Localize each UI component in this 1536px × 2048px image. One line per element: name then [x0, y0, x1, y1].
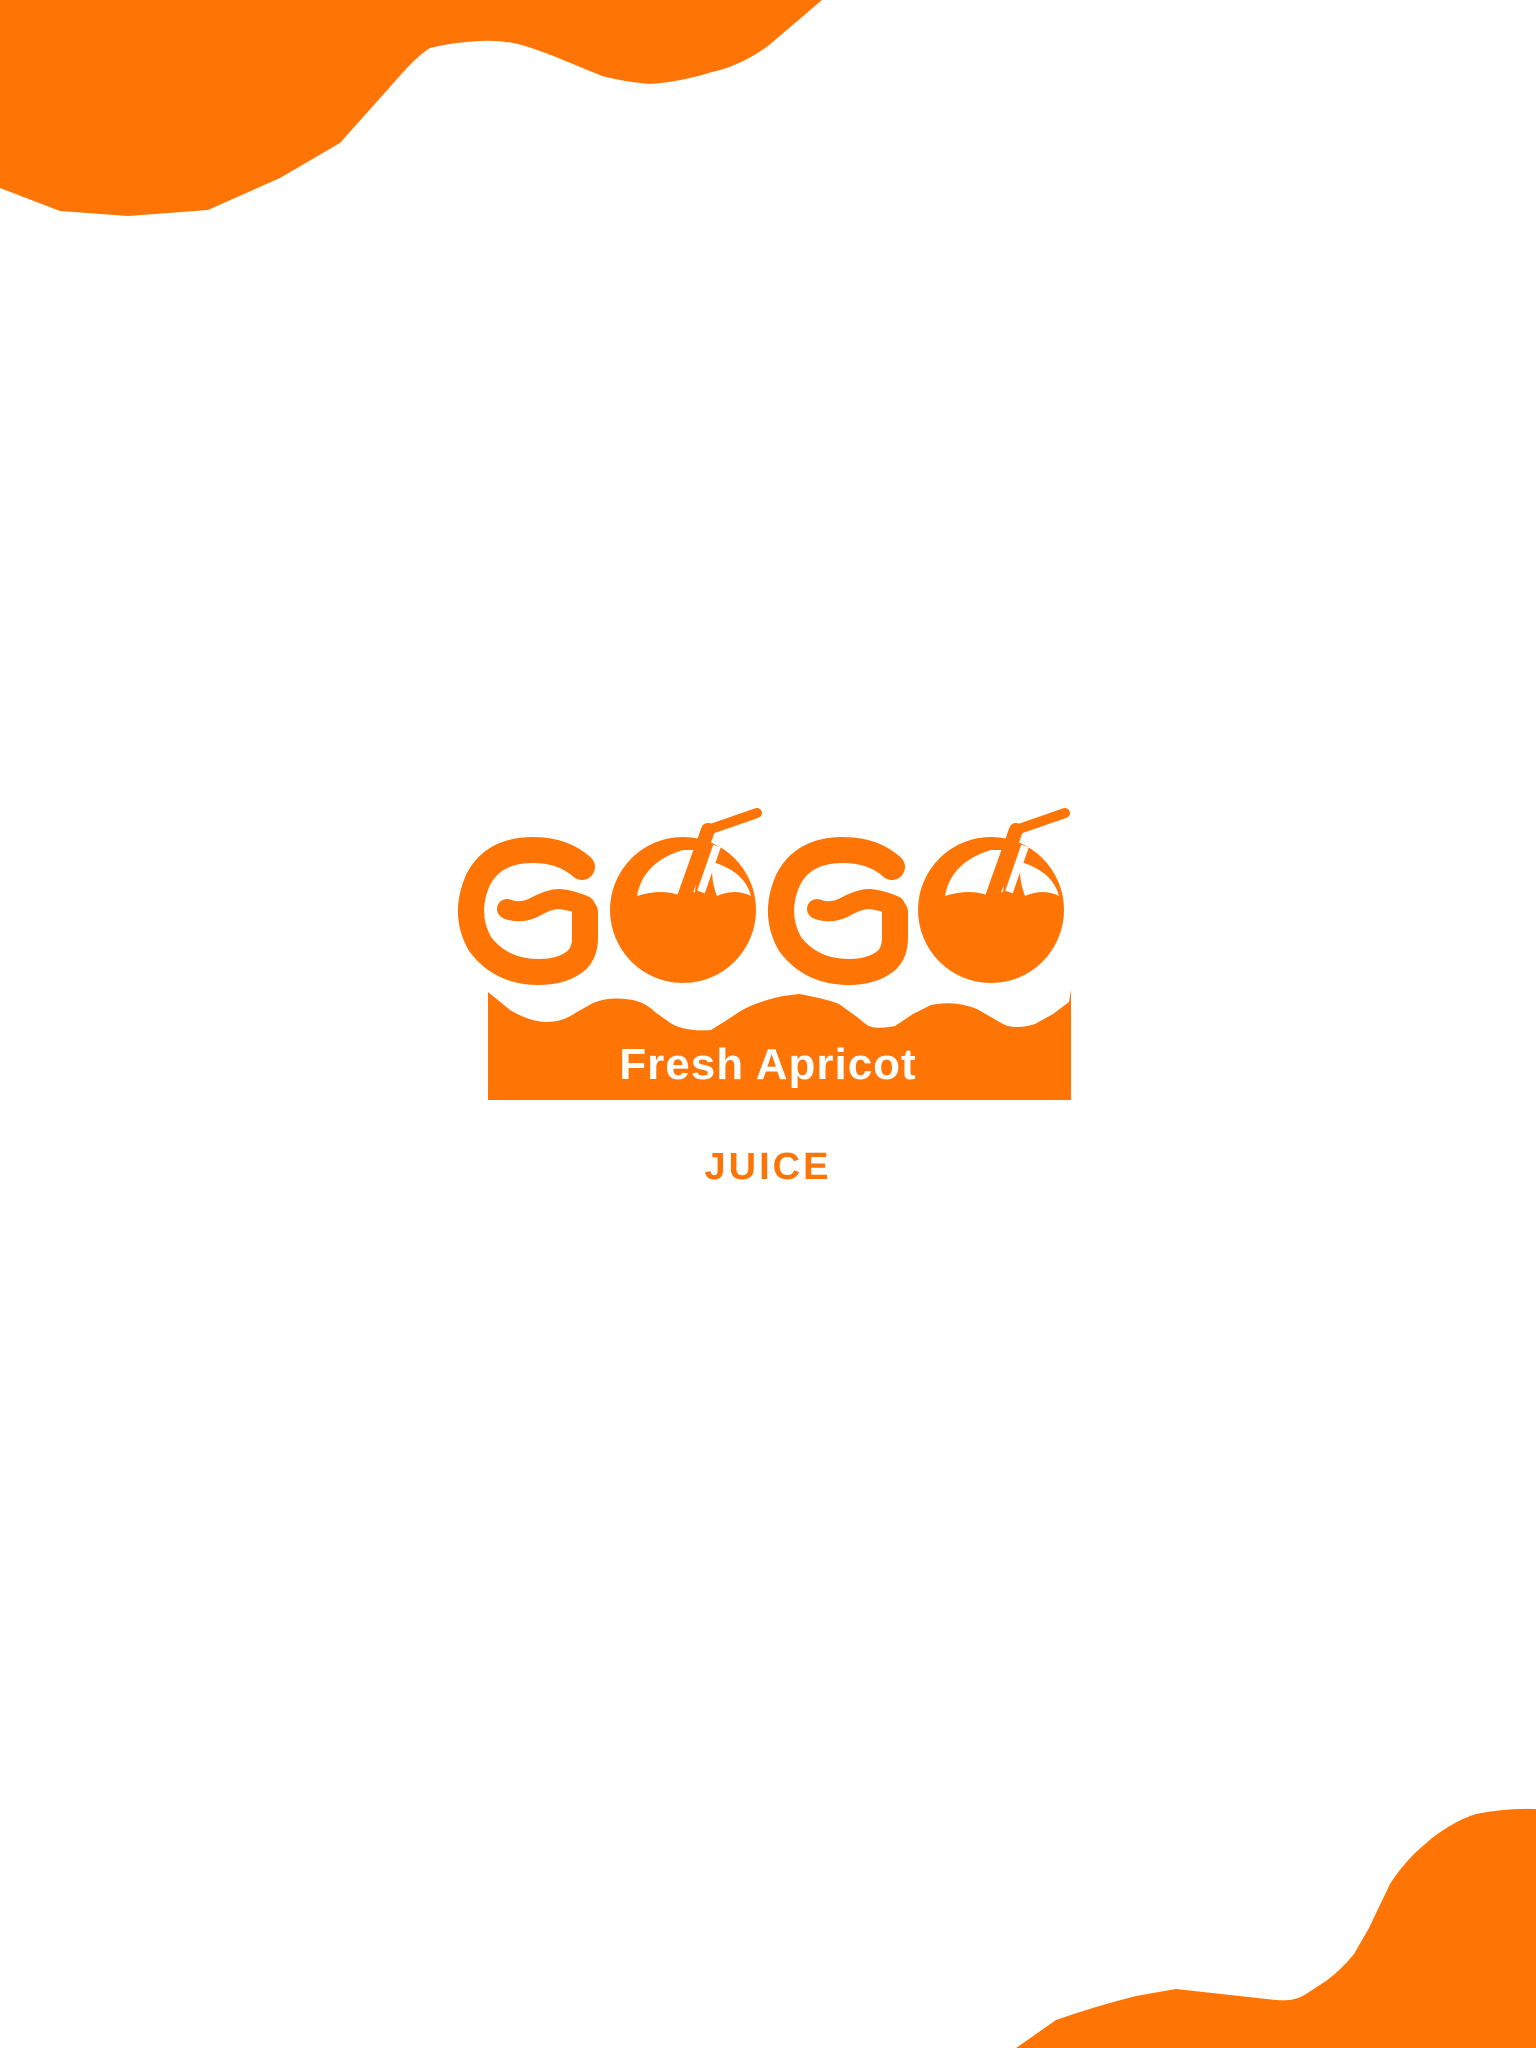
bottom-right-wave-shape: [1016, 1808, 1536, 2048]
bottom-right-wave-decoration: [1016, 1808, 1536, 2048]
top-left-wave-shape: [0, 0, 822, 216]
top-left-wave-decoration: [0, 0, 822, 216]
logo-apricot-o-1: [610, 808, 762, 983]
banner-label: Fresh Apricot: [619, 1040, 917, 1089]
logo-apricot-o-2: [918, 808, 1070, 983]
logo-letter-g-1: [457, 836, 598, 986]
gogo-logo: [457, 808, 1071, 1100]
product-type-label: JUICE: [704, 1146, 832, 1188]
logo-letter-g-2: [767, 836, 908, 986]
logo-banner-shape: [488, 990, 1071, 1100]
